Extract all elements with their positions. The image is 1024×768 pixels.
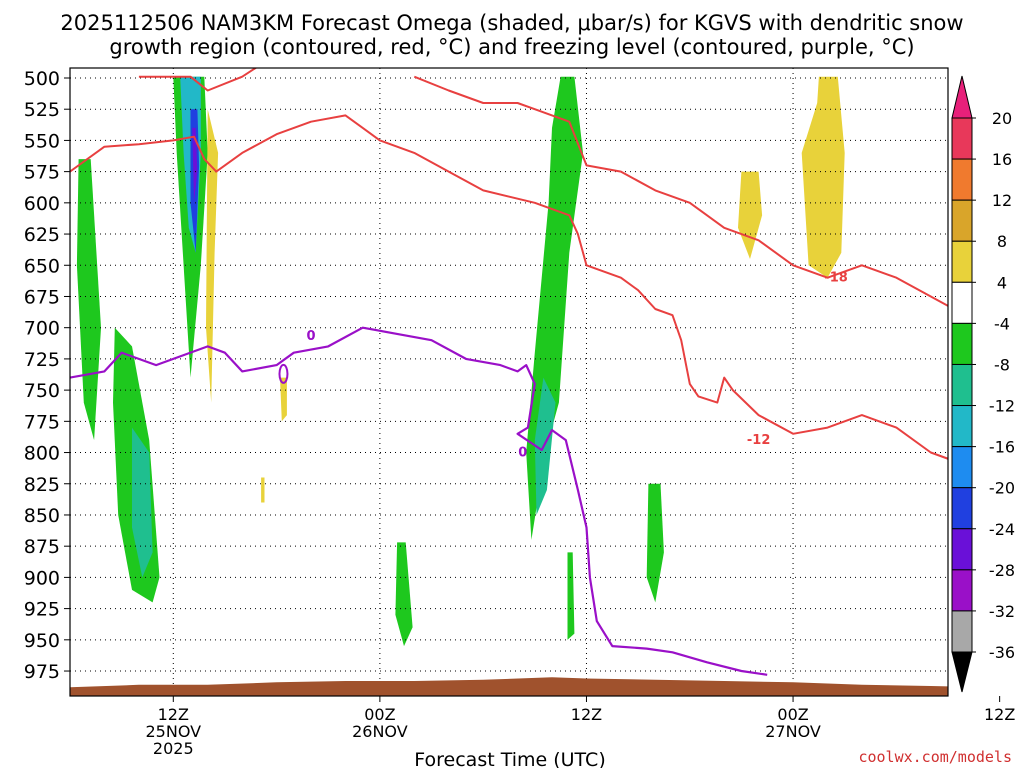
omega-shade-7	[132, 427, 153, 578]
colorbar-label-5: -4	[994, 314, 1010, 333]
omega-shade-17	[261, 477, 265, 503]
ytick-label-550: 550	[24, 130, 60, 152]
colorbar-bottom-arrow	[951, 651, 973, 693]
xtick-label-48: 00Z	[777, 705, 808, 724]
ytick-label-525: 525	[24, 99, 60, 121]
colorbar-swatch-8	[951, 446, 973, 489]
omega-shade-16	[280, 377, 287, 422]
xtick-sublabel-12: 25NOV	[145, 722, 201, 741]
colorbar-swatch-6	[951, 363, 973, 407]
colorbar-swatch-4	[951, 281, 973, 324]
colorbar-label-10: -24	[989, 520, 1015, 539]
omega-shade-8	[395, 542, 413, 647]
ytick-label-575: 575	[24, 162, 60, 184]
omega-shade-5	[76, 159, 101, 441]
freezing-loop	[278, 363, 289, 384]
ytick-label-650: 650	[24, 255, 60, 277]
label-dgz-minus12: -12	[747, 433, 771, 448]
chart-title-line1: 2025112506 NAM3KM Forecast Omega (shaded…	[60, 11, 963, 35]
dgz-contour-minus12	[70, 114, 948, 460]
colorbar-label-8: -16	[989, 438, 1015, 457]
colorbar-label-12: -32	[989, 602, 1015, 621]
label-freezing-a: 0	[306, 329, 315, 344]
colorbar-label-2: 12	[992, 191, 1012, 210]
colorbar-swatch-0	[951, 117, 973, 160]
ytick-label-825: 825	[24, 474, 60, 496]
colorbar-swatch-10	[951, 528, 973, 571]
ytick-label-700: 700	[24, 318, 60, 340]
xtick-label-12: 12Z	[158, 705, 189, 724]
plot-inner: -18 -12 0 0	[70, 68, 948, 696]
ytick-label-675: 675	[24, 286, 60, 308]
ytick-label-625: 625	[24, 224, 60, 246]
omega-shade-4	[206, 109, 219, 403]
colorbar-swatch-2	[951, 199, 973, 242]
dgz-contour-minus18	[413, 75, 948, 307]
colorbar-swatch-1	[951, 158, 973, 201]
x-axis-label: Forecast Time (UTC)	[414, 749, 605, 768]
omega-shade-12	[646, 483, 664, 603]
ytick-label-975: 975	[24, 661, 60, 683]
colorbar-label-0: 20	[992, 109, 1012, 128]
xtick-year-12: 2025	[153, 739, 194, 758]
colorbar-label-6: -8	[994, 355, 1010, 374]
colorbar-swatch-7	[951, 405, 973, 448]
xtick-label-24: 00Z	[364, 705, 395, 724]
xtick-sublabel-48: 27NOV	[765, 722, 821, 741]
colorbar-label-7: -12	[989, 397, 1015, 416]
ytick-label-900: 900	[24, 567, 60, 589]
colorbar-swatch-11	[951, 569, 973, 612]
omega-shade-14	[738, 171, 763, 259]
plot-frame	[69, 67, 949, 697]
colorbar-swatch-12	[951, 610, 973, 653]
colorbar-label-1: 16	[992, 150, 1012, 169]
ytick-label-850: 850	[24, 505, 60, 527]
colorbar-swatch-9	[951, 487, 973, 530]
colorbar-label-13: -36	[989, 643, 1015, 662]
omega-shade-10	[534, 377, 556, 515]
ytick-label-750: 750	[24, 380, 60, 402]
xtick-sublabel-24: 26NOV	[352, 722, 408, 741]
colorbar-label-11: -28	[989, 561, 1015, 580]
xtick-label-60: 12Z	[984, 705, 1015, 724]
omega-shade-3	[192, 127, 198, 203]
colorbar-label-4: 4	[997, 273, 1007, 292]
watermark: coolwx.com/models	[858, 748, 1012, 766]
freezing-level-contour	[70, 326, 768, 676]
colorbar-label-9: -20	[989, 479, 1015, 498]
ytick-label-800: 800	[24, 443, 60, 465]
omega-shade-13	[801, 76, 845, 278]
ytick-label-500: 500	[24, 68, 60, 90]
xtick-label-36: 12Z	[571, 705, 602, 724]
colorbar: 20 16 12 8 4 -4 -8 -12 -16 -20 -24 -28 -32 -36	[951, 75, 1015, 693]
omega-shade-11	[567, 552, 575, 640]
colorbar-label-3: 8	[997, 232, 1007, 251]
ytick-label-600: 600	[24, 193, 60, 215]
ytick-label-950: 950	[24, 630, 60, 652]
ytick-label-925: 925	[24, 599, 60, 621]
plot-area: -18 -12 0 0 500 525 550 575 600 625 650 675 700 725 75…	[24, 67, 1015, 758]
label-freezing-b: 0	[518, 445, 527, 460]
colorbar-swatch-5	[951, 322, 973, 365]
label-dgz-minus18: -18	[824, 270, 848, 285]
chart-title-line2: growth region (contoured, red, °C) and f…	[109, 35, 914, 59]
colorbar-swatch-3	[951, 240, 973, 283]
ytick-label-875: 875	[24, 536, 60, 558]
ytick-label-775: 775	[24, 411, 60, 433]
ytick-label-725: 725	[24, 349, 60, 371]
dgz-contour-top	[138, 68, 258, 92]
terrain	[70, 677, 948, 696]
